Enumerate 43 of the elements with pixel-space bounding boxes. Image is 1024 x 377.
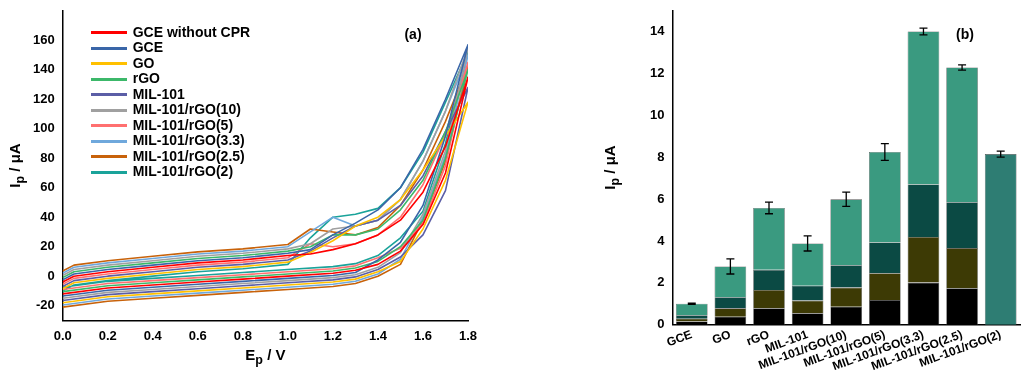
x-tick-label: 0.2 bbox=[98, 327, 117, 343]
x-tick-label: GCE bbox=[664, 327, 694, 350]
legend-label: MIL-101/rGO(5) bbox=[132, 116, 234, 134]
y-tick-label: 120 bbox=[32, 90, 55, 106]
legend-label: GCE bbox=[132, 39, 164, 56]
y-tick-label: 140 bbox=[32, 61, 55, 77]
y-tick-label: 4 bbox=[657, 232, 666, 248]
y-tick-label: 0 bbox=[657, 316, 665, 332]
annotation: (b) bbox=[956, 25, 974, 42]
legend-label: MIL-101/rGO(2.5) bbox=[132, 147, 245, 165]
x-tick-label: 1.8 bbox=[458, 327, 478, 343]
y-tick-label: 40 bbox=[40, 208, 55, 224]
x-axis-title: E$_{p}$ / V bbox=[245, 346, 286, 368]
legend-label: MIL-101/rGO(2) bbox=[132, 163, 234, 180]
y-tick-label: 100 bbox=[32, 120, 55, 136]
y-tick-label: 0 bbox=[47, 267, 55, 283]
x-tick-label: 1.0 bbox=[278, 327, 297, 343]
x-tick-label: 1.2 bbox=[323, 327, 342, 343]
x-tick-label: 1.6 bbox=[413, 327, 432, 343]
y-tick-label: 6 bbox=[657, 190, 665, 206]
legend-label: MIL-101 bbox=[132, 85, 185, 103]
y-tick-label: 2 bbox=[657, 274, 665, 290]
y-tick-label: -20 bbox=[35, 297, 55, 313]
x-tick-label: 0.6 bbox=[188, 327, 207, 343]
legend-label: GCE without CPR bbox=[132, 23, 251, 41]
legend-label: MIL-101/rGO(10) bbox=[132, 101, 241, 118]
y-tick-label: 8 bbox=[657, 148, 665, 164]
x-tick-label: 1.4 bbox=[368, 327, 388, 343]
legend-label: rGO bbox=[132, 70, 160, 87]
annotation: (a) bbox=[404, 25, 422, 42]
x-tick-label: 0.8 bbox=[233, 327, 252, 343]
x-tick-label: GO bbox=[710, 327, 733, 347]
x-tick-label: 0.0 bbox=[53, 327, 72, 343]
y-tick-label: 10 bbox=[649, 106, 665, 122]
legend-label: GO bbox=[132, 54, 155, 72]
y-tick-label: 12 bbox=[649, 65, 665, 81]
y-tick-label: 80 bbox=[40, 149, 55, 165]
y-tick-label: 20 bbox=[40, 238, 55, 254]
x-tick-label: 0.4 bbox=[143, 327, 163, 343]
y-tick-label: 160 bbox=[32, 31, 55, 47]
y-tick-label: 60 bbox=[40, 179, 55, 195]
legend-label: MIL-101/rGO(3.3) bbox=[132, 132, 245, 149]
y-tick-label: 14 bbox=[649, 23, 666, 39]
